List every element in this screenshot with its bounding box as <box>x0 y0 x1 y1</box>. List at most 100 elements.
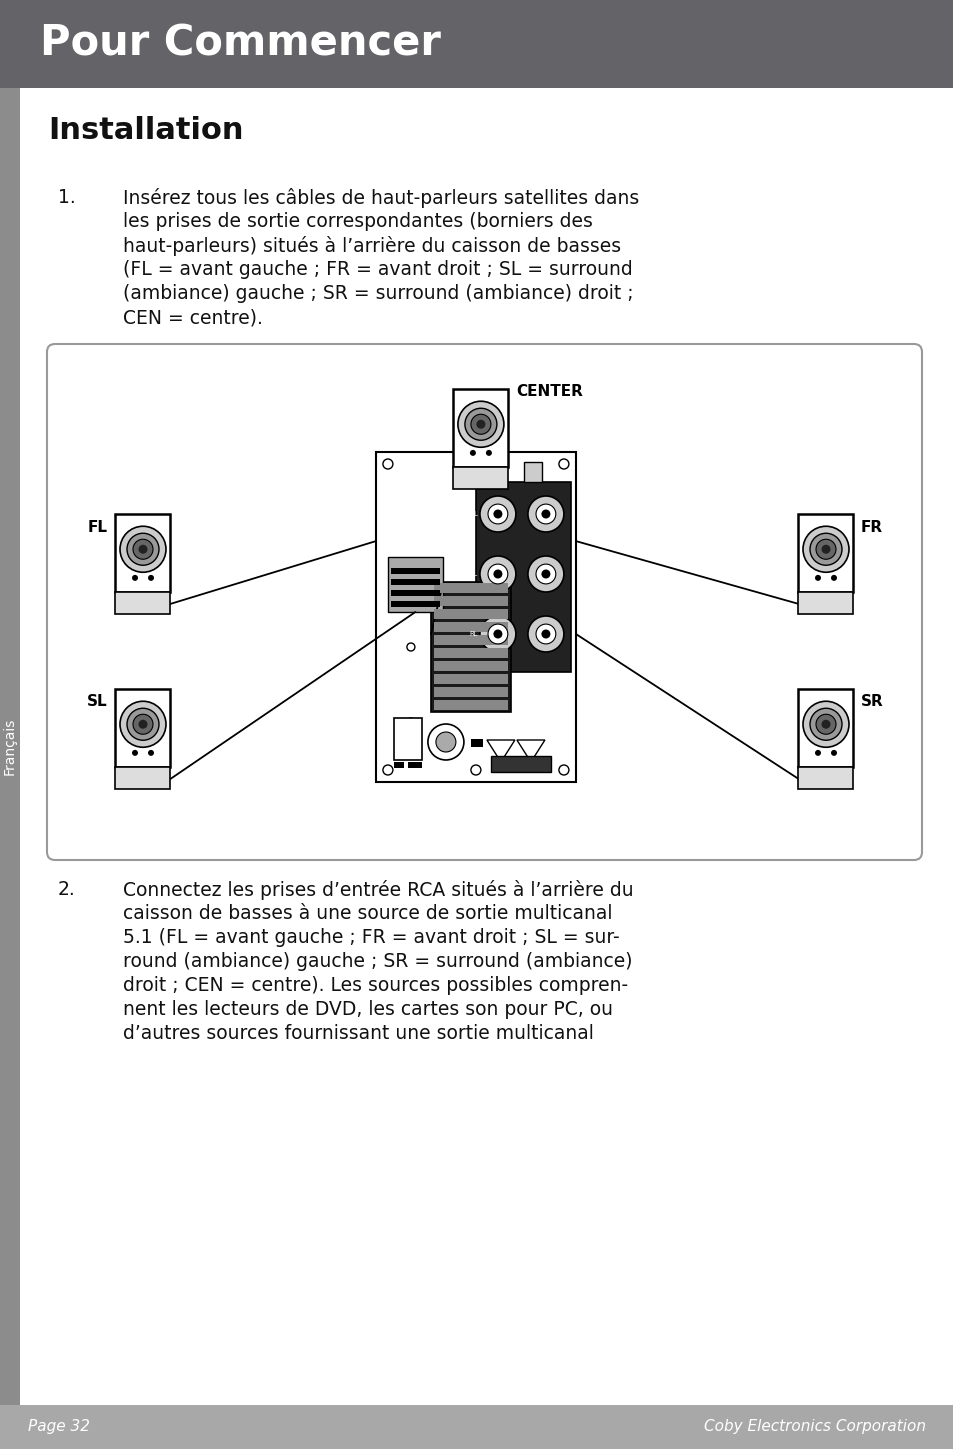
Text: Page 32: Page 32 <box>28 1420 90 1435</box>
Circle shape <box>488 625 507 643</box>
Circle shape <box>536 625 556 643</box>
Polygon shape <box>517 740 544 762</box>
Circle shape <box>815 714 835 735</box>
Bar <box>476 483 570 672</box>
Circle shape <box>558 459 568 469</box>
Text: 2.: 2. <box>58 880 75 898</box>
Bar <box>524 462 542 483</box>
Bar <box>434 700 507 710</box>
Text: nent les lecteurs de DVD, les cartes son pour PC, ou: nent les lecteurs de DVD, les cartes son… <box>123 1000 613 1019</box>
Bar <box>115 591 171 614</box>
Text: RL: RL <box>469 630 477 638</box>
Circle shape <box>470 449 476 456</box>
Circle shape <box>465 459 476 469</box>
Bar <box>391 568 439 574</box>
Bar <box>375 452 576 782</box>
Text: caisson de basses à une source de sortie multicanal: caisson de basses à une source de sortie… <box>123 904 612 923</box>
Circle shape <box>479 556 516 593</box>
Bar <box>798 690 853 767</box>
Bar <box>408 762 421 768</box>
Circle shape <box>382 765 393 775</box>
Text: SL: SL <box>469 571 477 577</box>
Circle shape <box>138 545 148 554</box>
Circle shape <box>120 526 166 572</box>
Circle shape <box>436 732 456 752</box>
Text: (FL = avant gauche ; FR = avant droit ; SL = surround: (FL = avant gauche ; FR = avant droit ; … <box>123 259 632 280</box>
Bar <box>453 390 508 467</box>
Circle shape <box>428 724 463 759</box>
Text: d’autres sources fournissant une sortie multicanal: d’autres sources fournissant une sortie … <box>123 1024 594 1043</box>
Text: Français: Français <box>3 717 17 775</box>
Circle shape <box>132 539 152 559</box>
Circle shape <box>541 569 550 578</box>
Circle shape <box>132 751 138 756</box>
Text: Insérez tous les câbles de haut-parleurs satellites dans: Insérez tous les câbles de haut-parleurs… <box>123 188 639 209</box>
Circle shape <box>148 575 153 581</box>
Circle shape <box>558 765 568 775</box>
Circle shape <box>132 575 138 581</box>
Text: Connectez les prises d’entrée RCA situés à l’arrière du: Connectez les prises d’entrée RCA situés… <box>123 880 633 900</box>
Bar <box>434 582 507 593</box>
Bar <box>434 596 507 606</box>
Text: FL: FL <box>470 511 477 517</box>
Text: SL: SL <box>88 694 108 710</box>
Bar <box>434 687 507 697</box>
Text: FR: FR <box>861 520 882 535</box>
Polygon shape <box>486 740 515 762</box>
Text: droit ; CEN = centre). Les sources possibles compren-: droit ; CEN = centre). Les sources possi… <box>123 977 627 995</box>
Text: les prises de sortie correspondantes (borniers des: les prises de sortie correspondantes (bo… <box>123 212 592 230</box>
Bar <box>798 591 853 614</box>
Circle shape <box>457 401 503 448</box>
Circle shape <box>407 643 415 651</box>
Circle shape <box>479 496 516 532</box>
Bar <box>798 514 853 591</box>
Circle shape <box>382 459 393 469</box>
Circle shape <box>471 765 480 775</box>
Text: 1.: 1. <box>58 188 75 207</box>
Bar <box>391 601 439 607</box>
Circle shape <box>464 409 497 440</box>
Bar <box>798 767 853 788</box>
Circle shape <box>493 629 502 639</box>
Circle shape <box>493 510 502 519</box>
Bar <box>115 690 171 767</box>
Bar <box>434 648 507 658</box>
Circle shape <box>488 564 507 584</box>
Circle shape <box>821 720 830 729</box>
Circle shape <box>407 719 415 726</box>
Text: Coby Electronics Corporation: Coby Electronics Corporation <box>703 1420 925 1435</box>
Bar <box>434 661 507 671</box>
Circle shape <box>471 414 491 435</box>
Text: (ambiance) gauche ; SR = surround (ambiance) droit ;: (ambiance) gauche ; SR = surround (ambia… <box>123 284 633 303</box>
Circle shape <box>127 709 159 740</box>
Bar <box>0 88 20 1406</box>
Text: round (ambiance) gauche ; SR = surround (ambiance): round (ambiance) gauche ; SR = surround … <box>123 952 632 971</box>
Bar <box>453 467 508 488</box>
Bar <box>434 609 507 619</box>
Text: FL: FL <box>88 520 108 535</box>
Circle shape <box>814 751 821 756</box>
Circle shape <box>830 575 836 581</box>
Circle shape <box>127 533 159 565</box>
Text: CEN = centre).: CEN = centre). <box>123 309 263 327</box>
FancyBboxPatch shape <box>47 343 921 861</box>
Circle shape <box>541 629 550 639</box>
Text: SR: SR <box>861 694 882 710</box>
Bar <box>0 0 953 88</box>
Circle shape <box>488 504 507 525</box>
Bar <box>491 756 550 772</box>
Bar <box>434 635 507 645</box>
Text: Installation: Installation <box>48 116 243 145</box>
Bar <box>434 674 507 684</box>
Circle shape <box>120 701 166 748</box>
Bar <box>471 739 482 748</box>
Bar <box>394 762 403 768</box>
Circle shape <box>821 545 830 554</box>
Circle shape <box>536 504 556 525</box>
Circle shape <box>527 496 563 532</box>
Bar <box>391 590 439 596</box>
Text: CENTER: CENTER <box>516 384 582 400</box>
Circle shape <box>132 714 152 735</box>
Bar <box>394 719 421 759</box>
Bar <box>0 1406 953 1449</box>
